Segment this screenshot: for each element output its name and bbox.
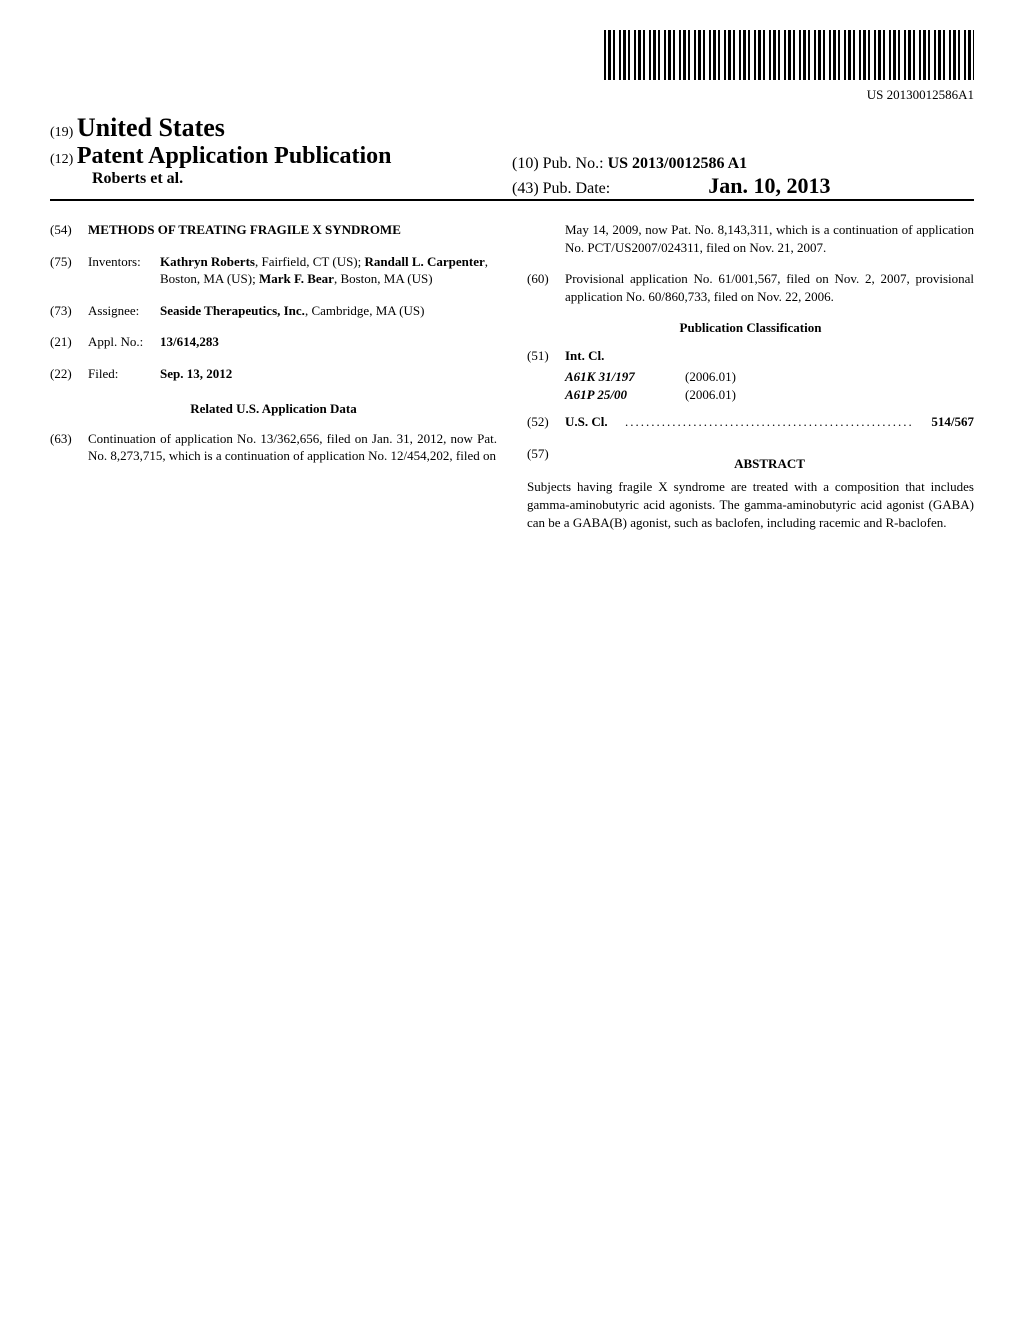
cont-spacer (527, 221, 565, 256)
filed-value: Sep. 13, 2012 (160, 365, 497, 383)
pub-no-value: US 2013/0012586 A1 (608, 155, 748, 172)
appl-value: 13/614,283 (160, 333, 497, 351)
authors-short: Roberts et al. (92, 170, 512, 188)
inventors-label: Inventors: (88, 253, 160, 288)
provisional-row: (60) Provisional application No. 61/001,… (527, 270, 974, 305)
assignee-name: Seaside Therapeutics, Inc. (160, 303, 305, 318)
inventor-loc: , Boston, MA (US) (334, 271, 433, 286)
inventors-num: (75) (50, 253, 88, 288)
barcode-region: US 20130012586A1 (50, 30, 974, 103)
intcl-year: (2006.01) (685, 368, 974, 386)
header-left: (19) United States (12) Patent Applicati… (50, 113, 512, 188)
pub-no-label: Pub. No.: (543, 155, 604, 172)
left-column: (54) METHODS OF TREATING FRAGILE X SYNDR… (50, 221, 497, 531)
inventors-list: Kathryn Roberts, Fairfield, CT (US); Ran… (160, 253, 497, 288)
prov-text: Provisional application No. 61/001,567, … (565, 270, 974, 305)
header-divider (50, 199, 974, 201)
uscl-row: (52) U.S. Cl. ..........................… (527, 413, 974, 431)
filed-label: Filed: (88, 365, 160, 383)
abstract-heading: ABSTRACT (565, 455, 974, 473)
inventor-name: Kathryn Roberts (160, 254, 255, 269)
barcode-text: US 20130012586A1 (50, 87, 974, 103)
continuation-row: (63) Continuation of application No. 13/… (50, 430, 497, 465)
uscl-label: U.S. Cl. (565, 413, 625, 431)
intcl-num: (51) (527, 347, 565, 365)
assignee-loc: , Cambridge, MA (US) (305, 303, 425, 318)
assignee-content: Seaside Therapeutics, Inc., Cambridge, M… (160, 302, 497, 320)
cont-row-2: May 14, 2009, now Pat. No. 8,143,311, wh… (527, 221, 974, 256)
pub-no-num: (10) (512, 155, 539, 172)
filed-row: (22) Filed: Sep. 13, 2012 (50, 365, 497, 383)
title-row: (54) METHODS OF TREATING FRAGILE X SYNDR… (50, 221, 497, 239)
abstract-text: Subjects having fragile X syndrome are t… (527, 478, 974, 531)
jurisdiction-name: United States (77, 113, 225, 142)
prov-num: (60) (527, 270, 565, 305)
right-column: May 14, 2009, now Pat. No. 8,143,311, wh… (527, 221, 974, 531)
intcl-content: Int. Cl. (565, 347, 974, 365)
intcl-entry: A61P 25/00 (2006.01) (565, 386, 974, 404)
cont-num: (63) (50, 430, 88, 465)
uscl-value: 514/567 (931, 413, 974, 431)
uscl-dots: ........................................… (625, 413, 931, 431)
abstract-num: (57) (527, 445, 565, 479)
inventors-row: (75) Inventors: Kathryn Roberts, Fairfie… (50, 253, 497, 288)
pub-date-label: Pub. Date: (543, 180, 611, 197)
assignee-num: (73) (50, 302, 88, 320)
intcl-entry: A61K 31/197 (2006.01) (565, 368, 974, 386)
intcl-row: (51) Int. Cl. (527, 347, 974, 365)
appl-row: (21) Appl. No.: 13/614,283 (50, 333, 497, 351)
inventor-name: Mark F. Bear (259, 271, 334, 286)
intcl-label: Int. Cl. (565, 347, 974, 365)
patent-title: METHODS OF TREATING FRAGILE X SYNDROME (88, 221, 497, 239)
assignee-row: (73) Assignee: Seaside Therapeutics, Inc… (50, 302, 497, 320)
cont-text-2: May 14, 2009, now Pat. No. 8,143,311, wh… (565, 221, 974, 256)
intcl-code: A61P 25/00 (565, 386, 685, 404)
jurisdiction-num: (19) (50, 125, 73, 140)
related-heading: Related U.S. Application Data (50, 400, 497, 418)
filed-num: (22) (50, 365, 88, 383)
pub-class-heading: Publication Classification (527, 319, 974, 337)
barcode-graphic (604, 30, 974, 80)
pub-type-line: (12) Patent Application Publication (50, 143, 512, 170)
uscl-num: (52) (527, 413, 565, 431)
intcl-year: (2006.01) (685, 386, 974, 404)
pub-type: Patent Application Publication (77, 143, 392, 169)
abstract-heading-row: (57) ABSTRACT (527, 445, 974, 479)
intcl-code: A61K 31/197 (565, 368, 685, 386)
pub-no-line: (10) Pub. No.: US 2013/0012586 A1 (512, 155, 974, 173)
inventor-loc: , Fairfield, CT (US); (255, 254, 365, 269)
jurisdiction-line: (19) United States (50, 113, 512, 143)
pub-date-line: (43) Pub. Date: Jan. 10, 2013 (512, 173, 974, 199)
pub-date-num: (43) (512, 180, 539, 197)
pub-type-num: (12) (50, 152, 73, 167)
inventor-name: Randall L. Carpenter (365, 254, 485, 269)
appl-label: Appl. No.: (88, 333, 160, 351)
appl-num: (21) (50, 333, 88, 351)
title-num: (54) (50, 221, 88, 239)
assignee-label: Assignee: (88, 302, 160, 320)
pub-date-value: Jan. 10, 2013 (708, 173, 830, 198)
header-right: (10) Pub. No.: US 2013/0012586 A1 (43) P… (512, 113, 974, 199)
body-columns: (54) METHODS OF TREATING FRAGILE X SYNDR… (50, 221, 974, 531)
cont-text: Continuation of application No. 13/362,6… (88, 430, 497, 465)
